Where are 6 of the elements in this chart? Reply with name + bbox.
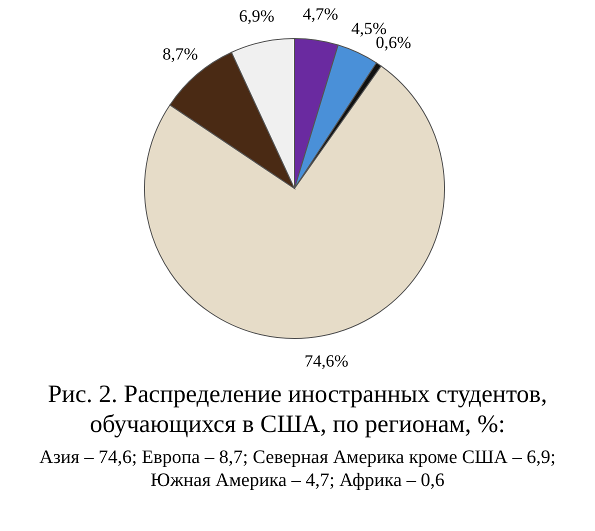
text: Рис. 2. Распределение иностранных студентов, обучающихся в США, по регионам, %: xyxy=(46,380,548,440)
data-label: 4,7% xyxy=(302,4,338,24)
data-label: 8,7% xyxy=(162,44,198,64)
data-label: 74,6% xyxy=(304,352,348,371)
text: Азия – 74,6; Европа – 8,7; Северная Америка кроме США – 6,9; Южная Америка – 4,7; Африка – 0,6 xyxy=(38,446,557,492)
data-label: 6,9% xyxy=(238,6,274,26)
